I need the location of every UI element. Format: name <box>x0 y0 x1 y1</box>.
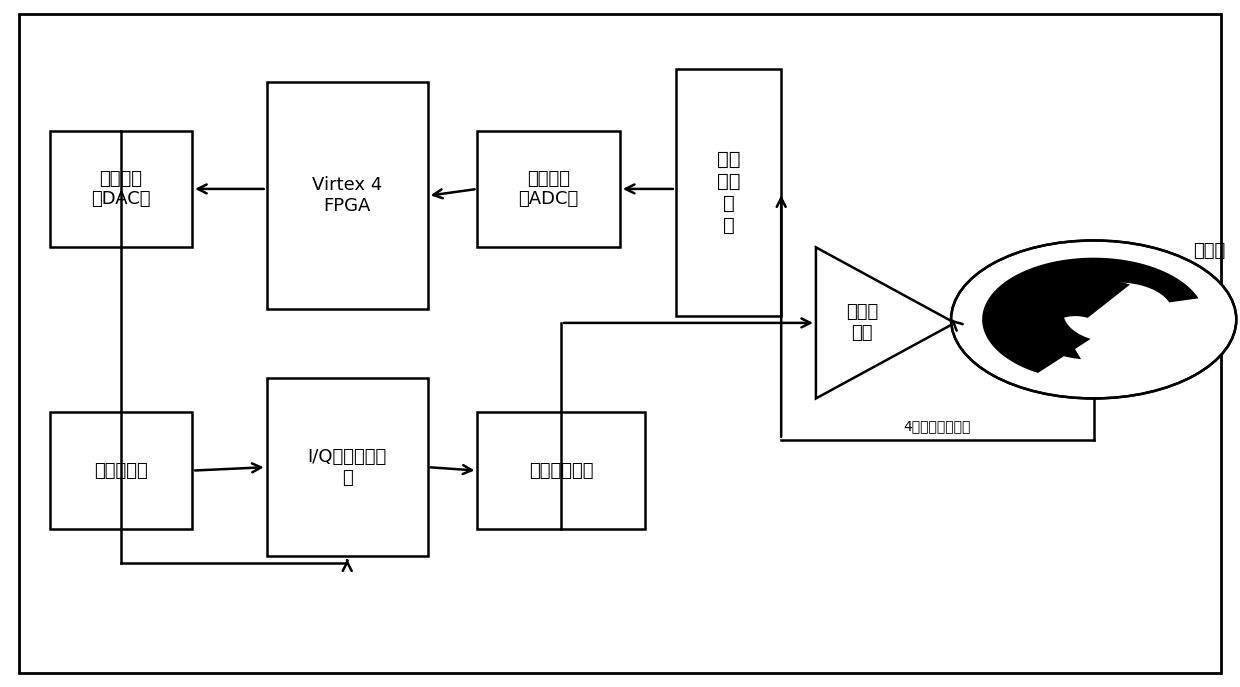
Bar <box>50 131 192 247</box>
Bar <box>676 69 781 316</box>
Text: 功率放
大器: 功率放 大器 <box>846 304 878 342</box>
Polygon shape <box>1021 279 1130 359</box>
Bar <box>477 131 620 247</box>
Polygon shape <box>816 247 955 398</box>
Text: I/Q幅度相位调
制: I/Q幅度相位调 制 <box>308 448 387 486</box>
Bar <box>477 412 645 529</box>
Text: 4路腔体取样信号: 4路腔体取样信号 <box>904 419 971 433</box>
Polygon shape <box>982 258 1199 373</box>
Text: 模数转换
（ADC）: 模数转换 （ADC） <box>518 170 579 208</box>
Text: 安全联锁开关: 安全联锁开关 <box>528 462 594 480</box>
Text: Virtex 4
FPGA: Virtex 4 FPGA <box>312 177 382 215</box>
Bar <box>267 82 428 309</box>
Text: 射频
诊断
单
元: 射频 诊断 单 元 <box>717 150 740 235</box>
Text: 加速器: 加速器 <box>1193 242 1225 260</box>
Bar <box>267 378 428 556</box>
Text: 数模转换
（DAC）: 数模转换 （DAC） <box>92 170 150 208</box>
Ellipse shape <box>951 240 1236 398</box>
Text: 信号发生器: 信号发生器 <box>94 462 148 480</box>
Bar <box>50 412 192 529</box>
